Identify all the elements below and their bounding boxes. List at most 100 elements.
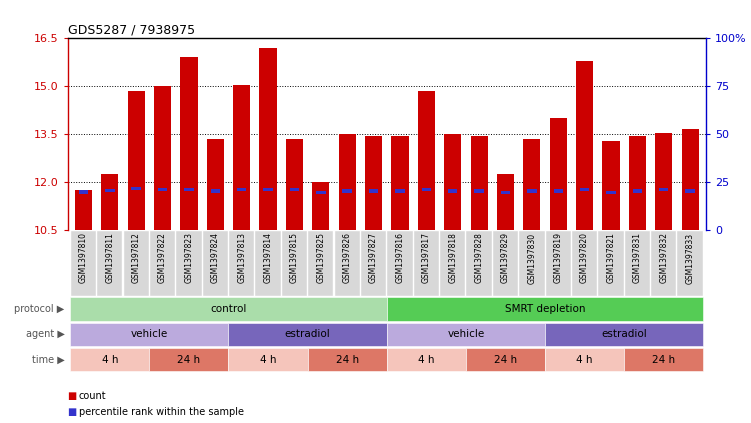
Text: GSM1397830: GSM1397830 (527, 232, 536, 283)
Bar (210, 190, 220, 192)
Bar (444, 134, 461, 231)
Text: GSM1397827: GSM1397827 (369, 232, 378, 283)
Text: GDS5287 / 7938975: GDS5287 / 7938975 (68, 24, 195, 37)
Bar (682, 129, 698, 231)
Bar (105, 189, 114, 192)
FancyBboxPatch shape (71, 348, 149, 371)
FancyBboxPatch shape (572, 231, 597, 296)
Bar (180, 57, 198, 231)
FancyBboxPatch shape (466, 348, 545, 371)
Text: GSM1397822: GSM1397822 (158, 232, 167, 283)
FancyBboxPatch shape (203, 231, 228, 296)
Text: GSM1397833: GSM1397833 (686, 232, 695, 283)
Bar (497, 174, 514, 231)
Bar (233, 85, 250, 231)
FancyBboxPatch shape (387, 322, 545, 346)
Text: GSM1397811: GSM1397811 (105, 232, 114, 283)
Bar (471, 136, 487, 231)
Bar (421, 188, 431, 191)
FancyBboxPatch shape (150, 231, 175, 296)
Text: GSM1397832: GSM1397832 (659, 232, 668, 283)
Text: GSM1397820: GSM1397820 (580, 232, 589, 283)
Text: 24 h: 24 h (494, 354, 517, 365)
Bar (342, 190, 352, 192)
FancyBboxPatch shape (308, 231, 333, 296)
FancyBboxPatch shape (677, 231, 703, 296)
FancyBboxPatch shape (519, 231, 544, 296)
Bar (659, 188, 668, 191)
Text: 4 h: 4 h (576, 354, 593, 365)
Bar (154, 86, 171, 231)
FancyBboxPatch shape (387, 297, 703, 321)
Text: 4 h: 4 h (418, 354, 435, 365)
Bar (553, 190, 563, 192)
Bar (128, 91, 145, 231)
FancyBboxPatch shape (440, 231, 466, 296)
Bar (290, 188, 299, 191)
Bar (316, 191, 325, 195)
Bar (655, 133, 672, 231)
Text: GSM1397831: GSM1397831 (633, 232, 642, 283)
Bar (75, 190, 92, 231)
Text: estradiol: estradiol (602, 330, 647, 339)
Bar (395, 190, 405, 192)
Text: 4 h: 4 h (101, 354, 118, 365)
Text: 24 h: 24 h (336, 354, 359, 365)
FancyBboxPatch shape (228, 322, 387, 346)
Text: percentile rank within the sample: percentile rank within the sample (79, 407, 244, 417)
Text: estradiol: estradiol (285, 330, 330, 339)
FancyBboxPatch shape (97, 231, 122, 296)
Bar (448, 190, 457, 192)
Text: GSM1397826: GSM1397826 (342, 232, 351, 283)
FancyBboxPatch shape (545, 231, 571, 296)
Text: ■: ■ (68, 390, 77, 401)
FancyBboxPatch shape (123, 231, 149, 296)
Bar (523, 139, 541, 231)
Text: 4 h: 4 h (260, 354, 276, 365)
FancyBboxPatch shape (651, 231, 677, 296)
Text: GSM1397814: GSM1397814 (264, 232, 273, 283)
FancyBboxPatch shape (466, 231, 492, 296)
FancyBboxPatch shape (71, 231, 96, 296)
Bar (264, 188, 273, 191)
Text: GSM1397812: GSM1397812 (131, 232, 140, 283)
Bar (686, 190, 695, 192)
FancyBboxPatch shape (282, 231, 307, 296)
Text: control: control (210, 304, 246, 314)
Text: GSM1397818: GSM1397818 (448, 232, 457, 283)
Bar (131, 187, 141, 190)
Text: GSM1397816: GSM1397816 (396, 232, 405, 283)
Bar (286, 139, 303, 231)
Text: GSM1397815: GSM1397815 (290, 232, 299, 283)
Bar (475, 190, 484, 192)
Bar (158, 188, 167, 191)
Bar (365, 136, 382, 231)
FancyBboxPatch shape (71, 297, 387, 321)
Text: vehicle: vehicle (448, 330, 484, 339)
Bar (602, 140, 620, 231)
FancyBboxPatch shape (229, 231, 255, 296)
Text: SMRT depletion: SMRT depletion (505, 304, 585, 314)
FancyBboxPatch shape (599, 231, 623, 296)
Bar (339, 134, 356, 231)
Text: GSM1397828: GSM1397828 (475, 232, 484, 283)
Text: GSM1397821: GSM1397821 (607, 232, 616, 283)
FancyBboxPatch shape (255, 231, 281, 296)
FancyBboxPatch shape (625, 231, 650, 296)
Text: GSM1397825: GSM1397825 (316, 232, 325, 283)
Bar (527, 190, 536, 192)
Text: GSM1397829: GSM1397829 (501, 232, 510, 283)
FancyBboxPatch shape (624, 348, 703, 371)
Bar (369, 190, 379, 192)
Bar (606, 191, 616, 195)
FancyBboxPatch shape (388, 231, 412, 296)
Text: GSM1397823: GSM1397823 (185, 232, 194, 283)
Bar (418, 91, 435, 231)
Text: GSM1397824: GSM1397824 (211, 232, 220, 283)
Text: ■: ■ (68, 407, 77, 417)
Bar (629, 136, 646, 231)
Bar (312, 182, 330, 231)
Bar (207, 139, 224, 231)
Text: time ▶: time ▶ (32, 354, 65, 365)
Bar (237, 188, 246, 191)
